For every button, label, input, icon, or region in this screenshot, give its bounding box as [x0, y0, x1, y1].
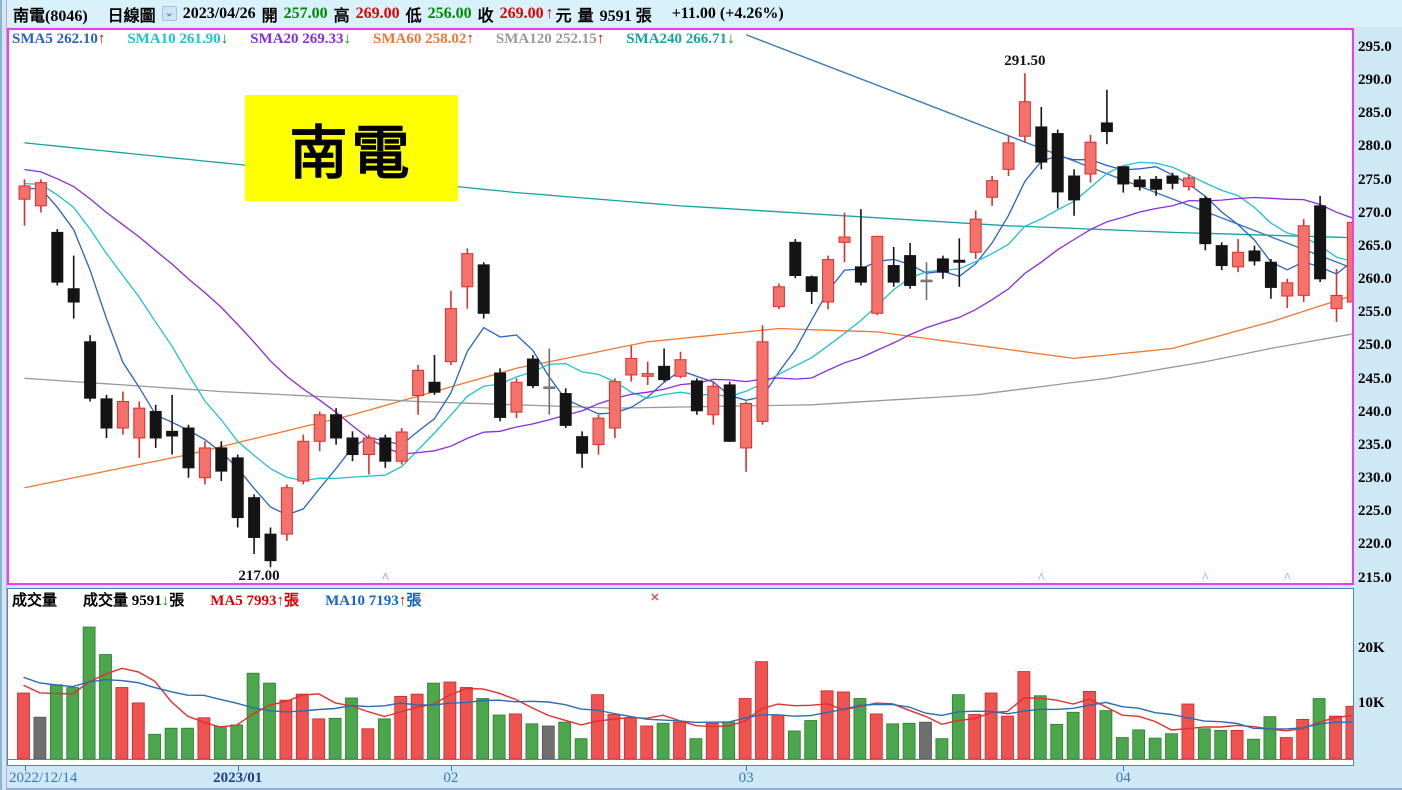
event-marker-icon: ✕ — [650, 592, 659, 604]
stock-name: 南電(8046) — [13, 7, 88, 25]
quote-date: 2023/04/26 — [182, 4, 256, 22]
up-arrow-icon: ↑ — [545, 4, 554, 22]
low-value: 256.00 — [427, 4, 472, 22]
date-label: 02 — [443, 770, 459, 786]
high-label: 高 — [333, 7, 350, 25]
price-axis: 295.0 290.0 285.0 280.0 275.0 270.0 265.0 260.0… — [1356, 28, 1402, 586]
sma10-line — [24, 161, 1352, 482]
event-marker-icon: ^ — [1283, 571, 1291, 583]
high-value: 269.00 — [355, 4, 400, 22]
legend-item: SMA20 269.33↓ — [250, 31, 352, 47]
date-tick — [746, 766, 748, 771]
sma5-line — [24, 155, 1352, 516]
legend-item: MA5 7993↑張 — [210, 593, 300, 609]
price-tick-label: 275.0 — [1358, 171, 1392, 188]
candlestick-series — [18, 73, 1352, 568]
date-label: 03 — [738, 770, 754, 786]
price-tick-label: 230.0 — [1358, 470, 1392, 487]
open-label: 開 — [261, 7, 278, 25]
price-tick-label: 285.0 — [1358, 105, 1392, 122]
date-axis: 2022/12/14 2023/01 02 03 04 — [7, 766, 1402, 790]
date-tick — [450, 766, 452, 771]
volume-chart[interactable]: ✕ — [8, 589, 1353, 765]
date-tick — [237, 766, 239, 771]
watermark-label: 南電 — [245, 95, 458, 201]
volume-legend: 成交量 成交量 9591↓張 MA5 7993↑張 MA10 7193↑張 — [12, 589, 447, 610]
date-tick — [24, 766, 26, 771]
volume-bars — [17, 626, 1353, 760]
chevron-down-icon: ⌄ — [164, 8, 174, 19]
sma240-line — [24, 142, 1352, 239]
sma60-line — [24, 295, 1352, 489]
volume-value: 9591 張 — [599, 7, 652, 25]
sma120-line — [24, 333, 1352, 409]
price-tick-label: 270.0 — [1358, 204, 1392, 221]
price-tick-label: 225.0 — [1358, 503, 1392, 520]
unit-label: 元 — [555, 7, 572, 25]
low-label: 低 — [405, 7, 422, 25]
event-marker-icon: ^ — [1201, 571, 1209, 583]
price-tick-label: 290.0 — [1358, 72, 1392, 89]
low-price-annotation: 217.00 — [238, 568, 280, 585]
volume-label: 量 — [577, 7, 594, 25]
legend-item: 成交量 — [12, 593, 58, 609]
price-tick-label: 280.0 — [1358, 138, 1392, 155]
volume-ma10-line — [23, 676, 1352, 730]
close-label: 收 — [477, 7, 494, 25]
price-tick-label: 265.0 — [1358, 237, 1392, 254]
volume-tick-label: 10K — [1358, 695, 1385, 711]
price-tick-label: 220.0 — [1358, 536, 1392, 553]
change-value: +11.00 (+4.26%) — [671, 4, 784, 22]
volume-ma5-line — [23, 667, 1352, 732]
trendline-annotation — [745, 34, 1352, 269]
legend-item: SMA120 252.15↑ — [495, 31, 605, 47]
price-tick-label: 295.0 — [1358, 39, 1392, 55]
price-tick-label: 215.0 — [1358, 569, 1392, 586]
price-tick-label: 255.0 — [1358, 304, 1392, 321]
sma-legend: SMA5 262.10↑ SMA10 261.90↓ SMA20 269.33↓ SM… — [12, 31, 757, 48]
price-tick-label: 235.0 — [1358, 436, 1392, 453]
title-bar: 南電(8046) 日線圖 ⌄ 2023/04/26 開 257.00 高 269… — [7, 0, 1402, 27]
price-tick-label: 250.0 — [1358, 337, 1392, 354]
date-label: 2023/01 — [213, 770, 263, 786]
chart-type-dropdown[interactable]: ⌄ — [161, 6, 177, 21]
price-tick-label: 260.0 — [1358, 271, 1392, 288]
window-edge — [0, 0, 7, 790]
volume-axis: 20K 10K — [1356, 588, 1402, 766]
price-chart-pane[interactable]: SMA5 262.10↑ SMA10 261.90↓ SMA20 269.33↓ SM… — [7, 28, 1354, 585]
volume-tick-label: 20K — [1358, 640, 1385, 656]
legend-item: SMA10 261.90↓ — [127, 31, 229, 47]
sma20-line — [24, 168, 1352, 455]
legend-item: 成交量 9591↓張 — [83, 593, 185, 609]
legend-item: SMA60 258.02↑ — [373, 31, 474, 47]
chart-type-label: 日線圖 — [107, 7, 156, 25]
price-tick-label: 240.0 — [1358, 403, 1392, 420]
high-price-annotation: 291.50 — [1004, 53, 1046, 70]
volume-chart-pane[interactable]: 成交量 成交量 9591↓張 MA5 7993↑張 MA10 7193↑張 ✕ — [7, 588, 1354, 766]
event-marker-icon: ^ — [1037, 571, 1045, 583]
date-label: 04 — [1115, 770, 1131, 786]
date-label: 2022/12/14 — [9, 770, 78, 786]
open-value: 257.00 — [283, 4, 328, 22]
legend-item: SMA5 262.10↑ — [12, 31, 106, 47]
legend-item: SMA240 266.71↓ — [626, 31, 735, 47]
event-marker-icon: ^ — [381, 571, 389, 583]
legend-item: MA10 7193↑張 — [325, 593, 422, 609]
price-tick-label: 245.0 — [1358, 370, 1392, 387]
close-value: 269.00 — [499, 4, 544, 22]
date-tick — [1123, 766, 1125, 771]
candlestick-chart[interactable]: ^ ^ ^ ^ — [9, 30, 1352, 583]
